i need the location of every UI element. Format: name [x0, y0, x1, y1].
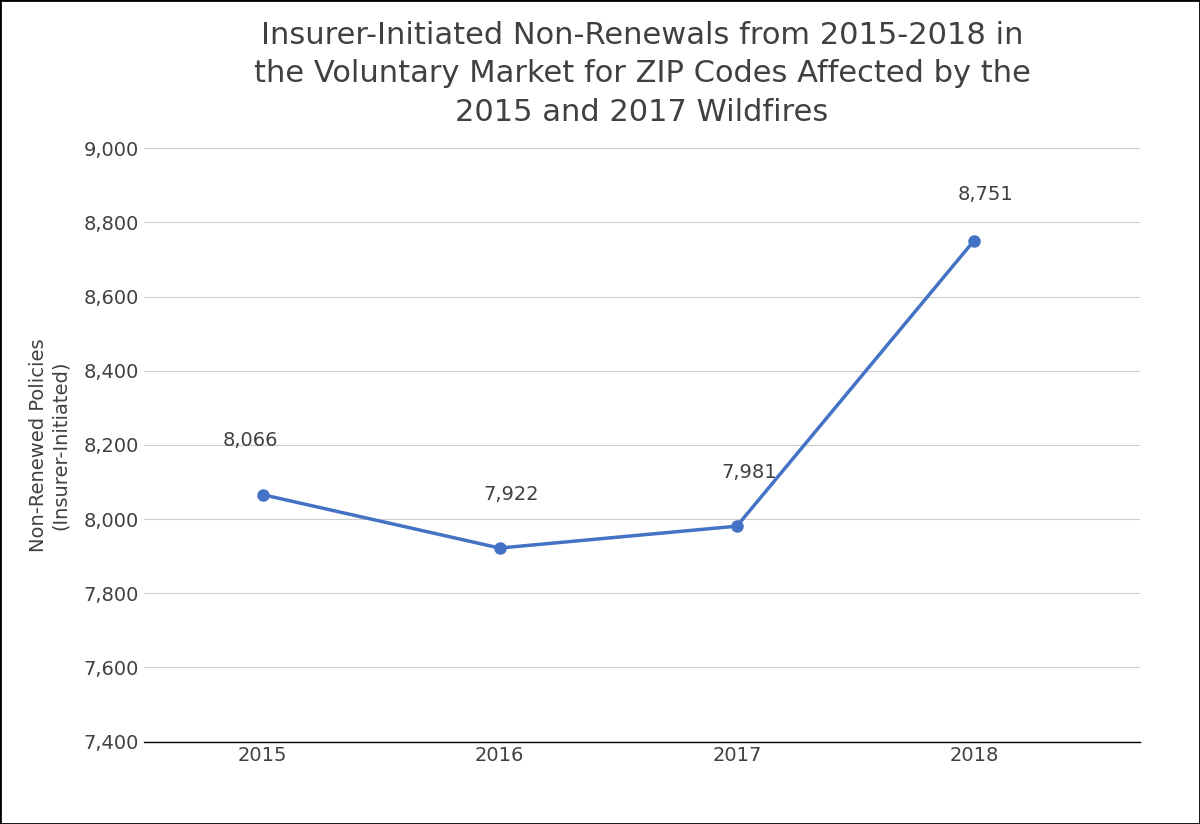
Text: 8,751: 8,751	[958, 185, 1014, 204]
Text: 7,922: 7,922	[484, 485, 539, 503]
Title: Insurer-Initiated Non-Renewals from 2015-2018 in
the Voluntary Market for ZIP Co: Insurer-Initiated Non-Renewals from 2015…	[253, 21, 1031, 127]
Text: 8,066: 8,066	[223, 431, 278, 450]
Text: 7,981: 7,981	[721, 462, 776, 482]
Y-axis label: Non-Renewed Policies
(Insurer-Initiated): Non-Renewed Policies (Insurer-Initiated)	[29, 338, 70, 552]
